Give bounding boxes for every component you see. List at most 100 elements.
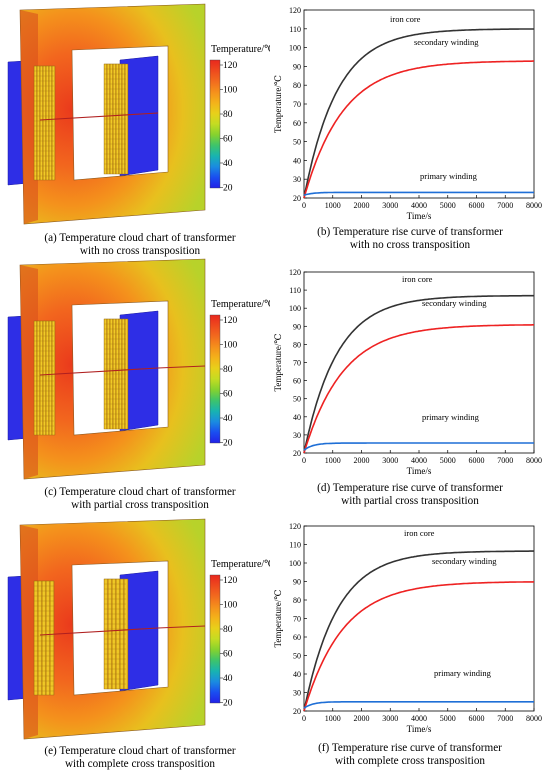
colorbar-tick-label: 100 xyxy=(223,341,238,351)
series-label-iron-core: iron core xyxy=(404,528,435,538)
colorbar-tick-label: 20 xyxy=(223,184,233,194)
colorbar-tick-label: 100 xyxy=(223,601,238,611)
y-tick-label: 20 xyxy=(293,194,301,203)
colorbar-title: Temperature/℃ xyxy=(211,44,270,55)
series-line-secondary-winding xyxy=(303,60,534,199)
caption-e: (e) Temperature cloud chart of transform… xyxy=(44,745,236,770)
series-label-primary-winding: primary winding xyxy=(422,412,480,422)
x-tick-label: 8000 xyxy=(526,456,542,465)
series-label-secondary-winding: secondary winding xyxy=(422,298,487,308)
series-line-iron-core xyxy=(303,550,534,712)
secondary-winding-coil xyxy=(33,320,56,436)
colorbar-tick-label: 40 xyxy=(223,414,233,424)
thermal-svg: Temperature/℃ 120 100 80 60 40 20 xyxy=(7,3,275,225)
colorbar-tick-label: 60 xyxy=(223,390,233,400)
iron-core xyxy=(19,518,206,740)
secondary-winding-coil xyxy=(103,63,129,175)
colorbar xyxy=(209,314,221,444)
transposition-line xyxy=(157,365,206,369)
x-tick-label: 1000 xyxy=(325,201,341,210)
x-axis-label: Time/s xyxy=(407,211,432,221)
iron-core xyxy=(19,3,206,225)
x-tick-label: 2000 xyxy=(354,456,370,465)
series-line-primary-winding xyxy=(303,191,534,196)
y-axis-label: Temperature/℃ xyxy=(273,334,283,392)
x-tick-label: 4000 xyxy=(411,456,427,465)
caption-c: (c) Temperature cloud chart of transform… xyxy=(44,486,236,511)
y-axis-label: Temperature/℃ xyxy=(273,75,283,133)
x-tick-label: 4000 xyxy=(411,201,427,210)
caption-d: (d) Temperature rise curve of transforme… xyxy=(317,482,503,507)
y-tick-label: 80 xyxy=(293,81,301,90)
temperature-rise-chart-f: 20 30 40 50 60 70 80 90 100 110 120 0 1000 2000 3000 40… xyxy=(272,516,550,742)
y-tick-label: 70 xyxy=(293,615,301,624)
chart-svg: 20 30 40 50 60 70 80 90 100 110 120 0 1000 2000 3000 40… xyxy=(273,522,542,734)
secondary-winding-coil xyxy=(33,65,56,181)
thermal-svg: Temperature/℃ 120 100 80 60 40 20 xyxy=(7,518,275,740)
y-tick-label: 40 xyxy=(293,413,301,422)
x-tick-label: 6000 xyxy=(469,201,485,210)
series-label-secondary-winding: secondary winding xyxy=(432,556,497,566)
winding-joint-line xyxy=(39,112,159,121)
x-tick-label: 5000 xyxy=(440,714,456,723)
y-tick-label: 80 xyxy=(293,340,301,349)
series-line-secondary-winding xyxy=(303,324,534,454)
colorbar xyxy=(209,59,221,189)
y-tick-label: 60 xyxy=(293,377,301,386)
x-tick-label: 2000 xyxy=(354,201,370,210)
caption-b: (b) Temperature rise curve of transforme… xyxy=(317,226,503,251)
temperature-rise-chart-d: 20 30 40 50 60 70 80 90 100 110 120 0 1000 2000 3000 40… xyxy=(272,260,550,482)
colorbar-title: Temperature/℃ xyxy=(211,299,270,310)
x-tick-label: 2000 xyxy=(354,714,370,723)
x-tick-label: 1000 xyxy=(325,456,341,465)
colorbar-tick-label: 120 xyxy=(223,316,238,326)
plot-frame xyxy=(303,271,535,454)
x-tick-label: 0 xyxy=(302,456,306,465)
iron-core-side xyxy=(20,525,38,739)
y-tick-label: 70 xyxy=(293,100,301,109)
y-tick-label: 80 xyxy=(293,596,301,605)
y-tick-label: 40 xyxy=(293,156,301,165)
x-axis-label: Time/s xyxy=(407,724,432,734)
x-tick-label: 3000 xyxy=(382,456,398,465)
series-label-iron-core: iron core xyxy=(390,14,421,24)
y-tick-label: 60 xyxy=(293,119,301,128)
y-tick-label: 20 xyxy=(293,449,301,458)
x-tick-label: 5000 xyxy=(440,456,456,465)
x-tick-label: 8000 xyxy=(526,201,542,210)
y-tick-label: 30 xyxy=(293,175,301,184)
colorbar-title: Temperature/℃ xyxy=(211,559,270,570)
y-tick-label: 50 xyxy=(293,138,301,147)
series-line-iron-core xyxy=(303,294,534,454)
colorbar-tick-label: 60 xyxy=(223,650,233,660)
secondary-winding-coil xyxy=(33,580,55,696)
x-tick-label: 8000 xyxy=(526,714,542,723)
x-tick-label: 6000 xyxy=(469,714,485,723)
thermal-cloud-chart-a: Temperature/℃ 120 100 80 60 40 20 xyxy=(0,0,275,230)
colorbar-tick-label: 40 xyxy=(223,674,233,684)
y-tick-label: 70 xyxy=(293,359,301,368)
y-tick-label: 120 xyxy=(289,522,301,531)
chart-svg: 20 30 40 50 60 70 80 90 100 110 120 0 1000 2000 3000 40… xyxy=(273,268,542,476)
x-tick-label: 7000 xyxy=(497,456,513,465)
x-tick-label: 7000 xyxy=(497,201,513,210)
series-line-secondary-winding xyxy=(303,581,535,712)
x-tick-label: 6000 xyxy=(469,456,485,465)
colorbar-tick-label: 80 xyxy=(223,625,233,635)
series-label-secondary-winding: secondary winding xyxy=(414,37,479,47)
colorbar-tick-label: 80 xyxy=(223,365,233,375)
colorbar xyxy=(209,574,221,704)
series-label-iron-core: iron core xyxy=(402,274,433,284)
series-label-primary-winding: primary winding xyxy=(434,668,492,678)
y-tick-label: 90 xyxy=(293,578,301,587)
x-tick-label: 4000 xyxy=(411,714,427,723)
y-axis-label: Temperature/℃ xyxy=(273,590,283,648)
colorbar-tick-label: 60 xyxy=(223,135,233,145)
transposition-line xyxy=(157,625,206,629)
temperature-rise-chart-b: 20 30 40 50 60 70 80 90 100 110 120 0 1000 2000 3000 40… xyxy=(272,0,550,225)
colorbar-tick-label: 80 xyxy=(223,110,233,120)
secondary-winding-coil xyxy=(103,578,129,690)
chart-svg: 20 30 40 50 60 70 80 90 100 110 120 0 1000 2000 3000 40… xyxy=(273,6,542,221)
winding-joint-line xyxy=(39,627,159,636)
y-tick-label: 60 xyxy=(293,633,301,642)
